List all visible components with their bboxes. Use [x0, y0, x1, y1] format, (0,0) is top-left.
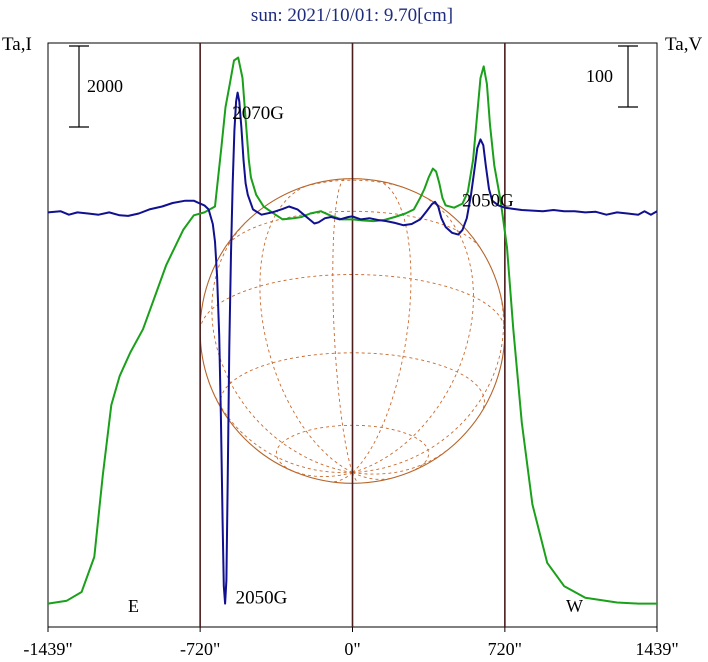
x-tick-label: -720" — [180, 639, 220, 659]
left-axis-label: Ta,I — [2, 34, 32, 55]
annotations: 2070G 2050G 2050G — [232, 103, 514, 609]
longitude-line — [352, 180, 412, 473]
right-scale-value: 100 — [586, 66, 613, 86]
longitude-line — [286, 467, 353, 478]
left-scale-bar — [69, 45, 89, 128]
east-label: E — [128, 596, 139, 616]
right-axis-label: Ta,V — [665, 34, 702, 55]
annotation-label: 2050G — [236, 588, 288, 609]
longitude-line — [352, 446, 453, 475]
latitude-line — [223, 210, 482, 250]
x-tick-label: 0" — [344, 639, 360, 659]
reference-lines — [199, 43, 506, 627]
longitude-line — [352, 472, 360, 484]
x-tick-label: 720" — [488, 639, 522, 659]
longitude-line — [331, 472, 353, 483]
data-series — [47, 56, 658, 605]
latitude-line — [299, 179, 406, 189]
latitude-line — [199, 274, 506, 330]
longitude-line — [259, 184, 353, 473]
series-line-2 — [47, 91, 658, 605]
longitude-line — [352, 287, 505, 473]
longitude-line — [208, 381, 353, 474]
left-scale-value: 2000 — [87, 76, 123, 96]
right-scale-bar — [618, 45, 638, 108]
x-tick-label: -1439" — [23, 639, 72, 659]
longitude-line — [332, 178, 353, 473]
chart-title: sun: 2021/10/01: 9.70[cm] — [251, 5, 453, 26]
longitude-line — [352, 472, 391, 480]
longitude-line — [352, 195, 474, 473]
annotation-label: 2050G — [462, 191, 514, 212]
series-line-1 — [47, 56, 657, 605]
longitude-line — [211, 219, 353, 473]
west-label: W — [566, 596, 583, 616]
annotation-label: 2070G — [232, 103, 284, 124]
x-tick-label: 1439" — [635, 639, 678, 659]
x-axis-ticks: -1439" -720" 0" 720" 1439" — [23, 627, 679, 659]
